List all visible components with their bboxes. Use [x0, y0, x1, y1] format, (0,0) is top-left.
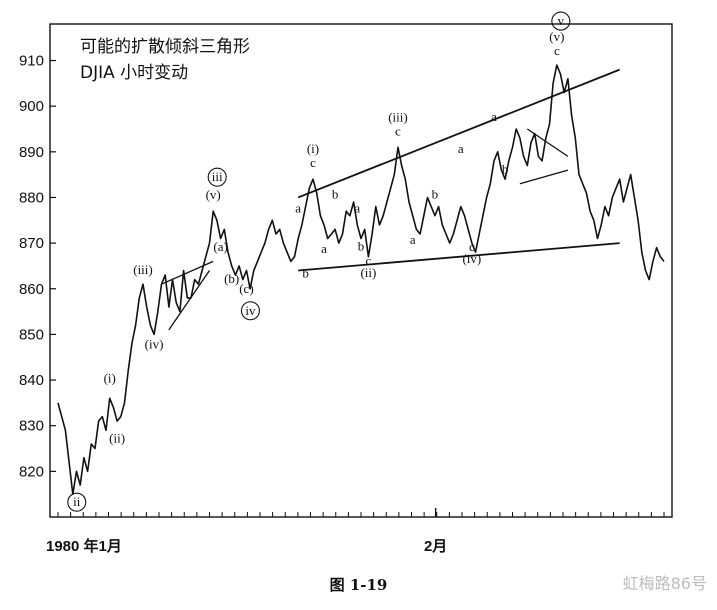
trendline — [298, 242, 620, 272]
chart-subtitle: DJIA 小时变动 — [80, 63, 188, 83]
wave-label: a — [321, 241, 327, 256]
wave-label: iv — [245, 303, 256, 318]
wave-label: (c) — [239, 281, 253, 296]
y-tick-label: 910 — [19, 53, 44, 70]
wave-label: a — [491, 109, 497, 124]
figure-caption: 图 1-19 — [329, 576, 388, 594]
wave-label: (b) — [224, 271, 239, 286]
wave-label: c — [365, 253, 371, 268]
y-tick-label: 830 — [19, 418, 44, 435]
y-tick-label: 840 — [19, 372, 44, 389]
wave-label: (iv) — [145, 336, 164, 351]
wave-label: (v) — [549, 29, 564, 44]
wedge-line — [161, 260, 214, 285]
wave-label: v — [558, 13, 565, 28]
price-series — [57, 64, 665, 495]
price-line — [57, 64, 665, 495]
x-tick-label: 1980 年1月 — [46, 537, 122, 555]
wave-label: (i) — [104, 370, 116, 385]
wave-label: c — [395, 123, 401, 138]
chart-title: 可能的扩散倾斜三角形 — [80, 37, 250, 57]
wave-circle — [551, 11, 571, 31]
wave-circle — [240, 301, 261, 321]
y-tick-label: 820 — [19, 463, 44, 480]
wave-label: (ii) — [109, 430, 125, 445]
wave-label: (iii) — [133, 262, 153, 277]
x-axis-ticks: 1980 年1月 2月 — [46, 508, 665, 555]
wave-label: a — [458, 141, 464, 156]
wave-annotations: ii(i)(ii)(iii)(iv)iii(v)(a)(b)(c)ivab(i)… — [67, 11, 571, 512]
trendline — [297, 68, 620, 199]
y-tick-label: 860 — [19, 281, 44, 298]
wave-label: a — [354, 200, 360, 215]
wave-label: c — [310, 155, 316, 170]
x-tick-label: 2月 — [424, 538, 447, 555]
wedge-line — [519, 169, 569, 185]
wave-label: (iii) — [388, 109, 408, 124]
watermark: 虹梅路86号 — [622, 574, 707, 593]
wave-label: (i) — [307, 141, 319, 156]
wave-label: a — [295, 200, 301, 215]
wave-label: (ii) — [360, 265, 376, 280]
y-axis-ticks: 820 830 840 850 860 870 880 890 900 910 — [19, 53, 56, 480]
wave-label: ii — [73, 494, 81, 509]
y-tick-label: 870 — [19, 235, 44, 252]
wave-label: (a) — [213, 239, 227, 254]
wave-label: c — [554, 43, 560, 58]
wave-label: b — [332, 187, 339, 202]
y-tick-label: 900 — [19, 98, 44, 115]
wave-label: iii — [212, 169, 223, 184]
y-tick-label: 890 — [19, 144, 44, 161]
wave-label: a — [410, 232, 416, 247]
wave-label: b — [302, 265, 309, 280]
y-tick-label: 850 — [19, 326, 44, 343]
wave-label: c — [469, 239, 475, 254]
wave-label: b — [432, 187, 439, 202]
wave-label: b — [502, 162, 509, 177]
trendlines — [161, 68, 620, 331]
wave-circle — [207, 167, 227, 187]
wave-label: (iv) — [462, 251, 481, 266]
y-tick-label: 880 — [19, 189, 44, 206]
wave-label: (v) — [206, 187, 221, 202]
wave-label: b — [358, 239, 365, 254]
wedge-line — [168, 270, 211, 331]
wave-circle — [67, 492, 87, 512]
